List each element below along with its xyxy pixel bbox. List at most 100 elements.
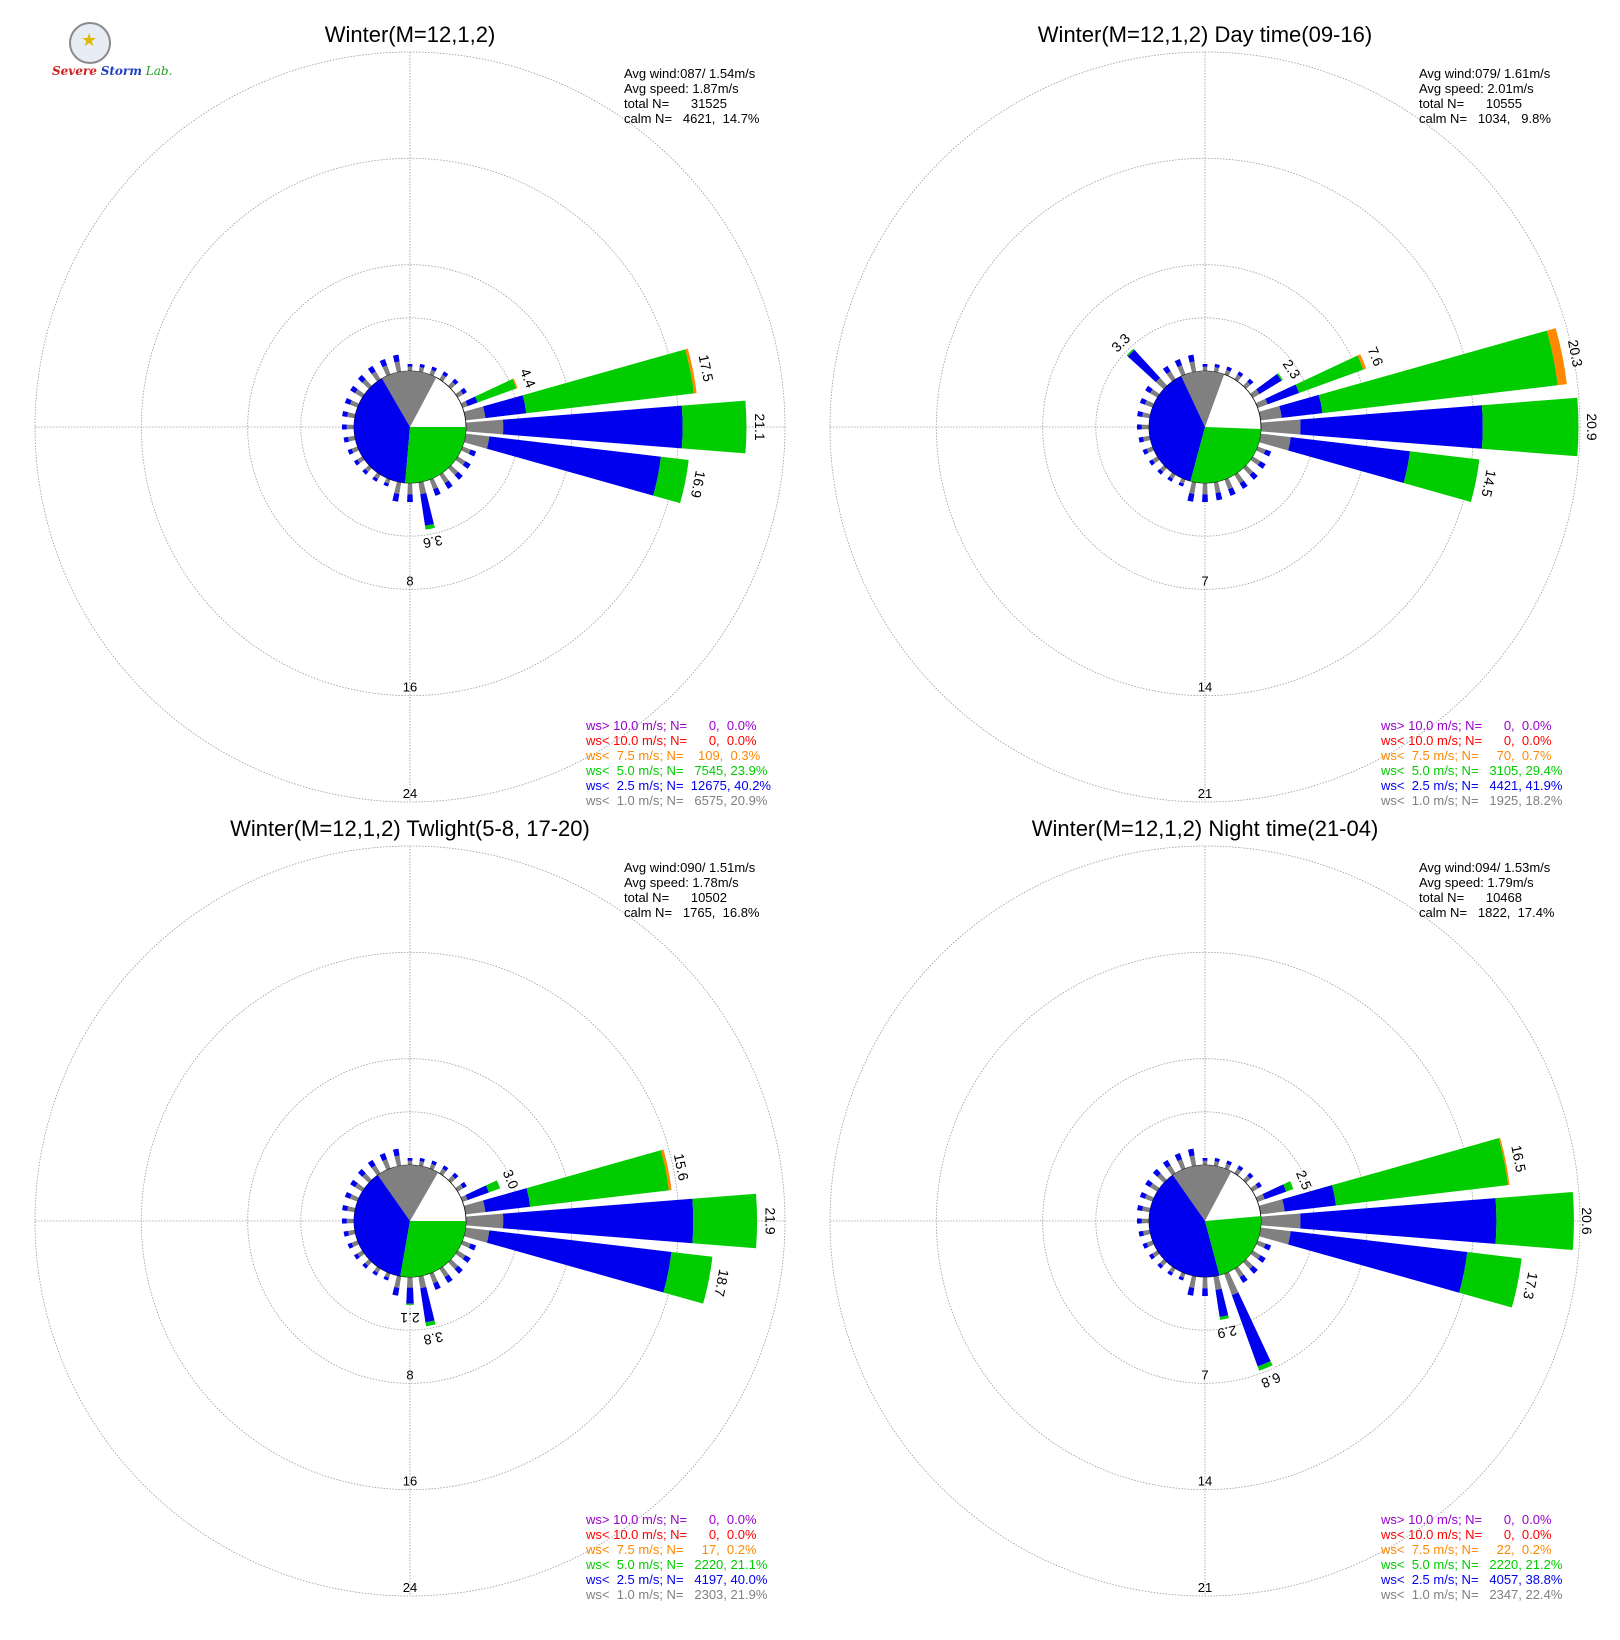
minor-petal-calm: [357, 456, 365, 464]
legend-entry: ws> 10.0 m/s; N= 0, 0.0%: [585, 718, 757, 733]
minor-petal: [431, 1160, 437, 1166]
calm-pie-slice: [1148, 376, 1205, 482]
legend-entry: ws< 1.0 m/s; N= 6575, 20.9%: [585, 793, 768, 808]
minor-petal: [442, 1165, 449, 1172]
minor-petal-calm: [362, 1173, 372, 1183]
minor-petal: [1255, 1181, 1262, 1189]
minor-petal: [454, 471, 463, 480]
petal-segment: [1215, 1288, 1229, 1317]
minor-petal-calm: [455, 390, 464, 398]
petal-label: 7.6: [1365, 344, 1387, 368]
minor-petal: [357, 1168, 366, 1177]
petal-segment: [1459, 1252, 1522, 1308]
wind-rose-panel: 8 16 24 4.4 17.5 21.1 16.9 3.6 Winter(M=12,1,2) A…: [34, 22, 786, 808]
minor-petal: [1202, 494, 1208, 502]
summary-line: total N= 10555: [1419, 96, 1522, 111]
petal-segment: [465, 1213, 504, 1229]
grid-ring: [829, 845, 1581, 1597]
minor-petal-calm: [439, 1168, 447, 1176]
logo-word-severe: evere: [60, 64, 97, 78]
minor-petal-calm: [439, 1266, 449, 1278]
minor-petal-calm: [346, 1218, 355, 1224]
minor-petal-calm: [1144, 1194, 1155, 1202]
minor-petal: [392, 1286, 400, 1296]
minor-petal: [419, 1158, 425, 1163]
summary-line: calm N= 1034, 9.8%: [1419, 111, 1551, 126]
legend-entry: ws< 1.0 m/s; N= 1925, 18.2%: [1380, 793, 1563, 808]
petal-segment: [463, 1200, 486, 1215]
ring-label: 24: [403, 786, 417, 801]
petal-label: 21.1: [752, 413, 768, 440]
petal-segment: [486, 1230, 672, 1293]
minor-petal: [1142, 1242, 1149, 1249]
legend-entry: ws< 1.0 m/s; N= 2347, 22.4%: [1380, 1587, 1563, 1602]
petal-segment: [460, 1194, 468, 1202]
legend-entry: ws< 5.0 m/s; N= 3105, 29.4%: [1380, 763, 1563, 778]
legend-entry: ws< 10.0 m/s; N= 0, 0.0%: [585, 733, 757, 748]
legend-entry: ws< 2.5 m/s; N= 4197, 40.0%: [585, 1572, 768, 1587]
legend-entry: ws< 7.5 m/s; N= 22, 0.2%: [1380, 1542, 1552, 1557]
petal-segment: [425, 1320, 436, 1327]
petal-label: 20.9: [1584, 413, 1600, 440]
minor-petal: [460, 1181, 467, 1189]
petal-label: 2.1: [400, 1310, 420, 1326]
minor-petal-calm: [1213, 481, 1221, 494]
minor-petal: [344, 1191, 352, 1199]
petal-segment: [406, 1287, 414, 1304]
minor-petal-calm: [394, 1275, 402, 1289]
minor-petal: [1145, 1179, 1153, 1188]
ring-label: 8: [406, 573, 413, 588]
minor-petal: [1148, 459, 1155, 466]
petal-segment: [692, 1193, 758, 1249]
minor-petal-calm: [1224, 369, 1231, 377]
legend-entry: ws< 5.0 m/s; N= 2220, 21.1%: [585, 1557, 768, 1572]
minor-petal-calm: [429, 369, 436, 377]
summary-line: total N= 10502: [624, 890, 727, 905]
petal-segment: [463, 433, 490, 449]
petal-label: 20.6: [1579, 1207, 1595, 1234]
minor-petal: [452, 378, 459, 385]
minor-petal-calm: [1224, 477, 1233, 490]
petal-segment: [1481, 397, 1579, 457]
ring-label: 14: [1198, 680, 1212, 695]
minor-petal-calm: [1152, 1250, 1160, 1258]
ring-label: 24: [403, 1580, 417, 1595]
petal-segment: [1357, 354, 1367, 370]
petal-segment: [1250, 389, 1260, 399]
petal-segment: [685, 348, 697, 394]
legend-entry: ws< 2.5 m/s; N= 4421, 41.9%: [1380, 778, 1563, 793]
calm-pie-slice: [377, 1164, 438, 1221]
legend-entry: ws< 7.5 m/s; N= 17, 0.2%: [585, 1542, 757, 1557]
minor-petal-calm: [1149, 389, 1160, 398]
minor-petal: [1187, 1148, 1195, 1157]
minor-petal: [444, 1274, 453, 1283]
minor-petal-calm: [349, 400, 360, 408]
ring-label: 16: [403, 1474, 417, 1489]
petal-segment: [1224, 1271, 1239, 1296]
minor-petal-calm: [448, 1259, 459, 1270]
minor-petal-calm: [1166, 371, 1176, 382]
legend-entry: ws< 10.0 m/s; N= 0, 0.0%: [1380, 1527, 1552, 1542]
petal-segment: [418, 481, 427, 495]
summary-line: Avg wind:087/ 1.54m/s: [624, 66, 756, 81]
minor-petal: [372, 1270, 379, 1276]
minor-petal: [1249, 471, 1258, 480]
minor-petal-calm: [394, 481, 402, 495]
minor-petal: [1157, 468, 1164, 475]
minor-petal-calm: [1177, 365, 1186, 377]
petal-segment: [653, 456, 689, 504]
petal-segment: [1258, 433, 1291, 451]
minor-petal: [1226, 1160, 1232, 1166]
calm-pie-slice: [353, 1175, 410, 1277]
minor-petal: [462, 1255, 471, 1263]
minor-petal-calm: [407, 1160, 413, 1166]
petal-segment: [475, 379, 517, 403]
minor-petal: [343, 436, 349, 443]
minor-petal: [1137, 1205, 1144, 1211]
legend-entry: ws< 1.0 m/s; N= 2303, 21.9%: [585, 1587, 768, 1602]
chart-title: Winter(M=12,1,2): [325, 22, 496, 47]
minor-petal: [1162, 365, 1171, 375]
minor-petal-calm: [1202, 1276, 1208, 1289]
minor-petal-calm: [1141, 1218, 1150, 1224]
minor-petal-calm: [1234, 374, 1242, 382]
